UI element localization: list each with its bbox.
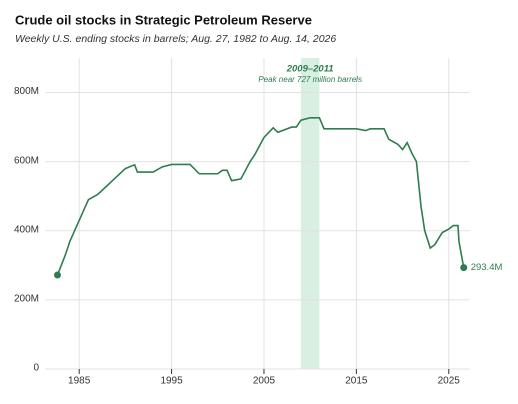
y-tick-label: 0 — [33, 363, 39, 374]
x-tick-label: 2005 — [253, 376, 276, 387]
highlight-note: Peak near 727 million barrels — [258, 75, 362, 84]
end-dot — [53, 271, 61, 279]
value-label: 293.4M — [471, 262, 503, 273]
x-tick-label: 1995 — [160, 376, 183, 387]
x-tick-label: 2015 — [345, 376, 368, 387]
y-tick-label: 800M — [14, 86, 39, 97]
x-tick-label: 1985 — [68, 376, 91, 387]
y-tick-label: 600M — [14, 155, 39, 166]
x-tick-label: 2025 — [438, 376, 461, 387]
end-dot — [460, 264, 468, 272]
highlight-label: 2009–2011 — [286, 64, 334, 75]
line — [56, 116, 465, 276]
y-tick-label: 400M — [14, 224, 39, 235]
highlight-band — [300, 58, 320, 369]
y-tick-label: 200M — [14, 294, 39, 305]
chart-subtitle: Weekly U.S. ending stocks in barrels; Au… — [15, 33, 336, 45]
chart-title: Crude oil stocks in Strategic Petroleum … — [15, 12, 312, 27]
